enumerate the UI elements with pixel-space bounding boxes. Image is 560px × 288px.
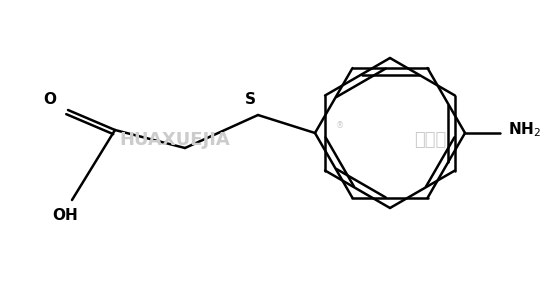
Text: NH$_2$: NH$_2$ — [508, 121, 541, 139]
Text: ®: ® — [336, 122, 344, 130]
Text: 化学加: 化学加 — [414, 131, 446, 149]
Text: O: O — [44, 92, 57, 107]
Text: HUAXUEJIA: HUAXUEJIA — [120, 131, 230, 149]
Text: S: S — [245, 92, 255, 107]
Text: OH: OH — [52, 209, 78, 223]
